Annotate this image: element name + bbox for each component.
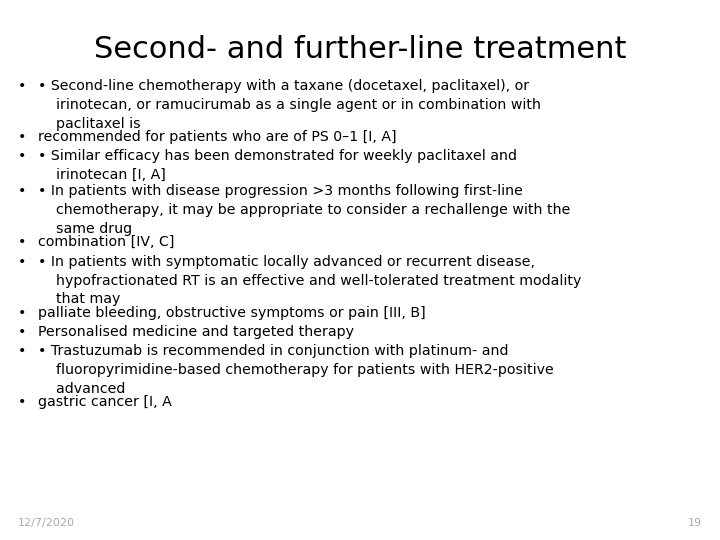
Text: •: • bbox=[18, 79, 27, 93]
Text: recommended for patients who are of PS 0–1 [I, A]: recommended for patients who are of PS 0… bbox=[38, 130, 397, 144]
Text: • In patients with disease progression >3 months following first-line
    chemot: • In patients with disease progression >… bbox=[38, 184, 570, 237]
Text: •: • bbox=[18, 235, 27, 249]
Text: 19: 19 bbox=[688, 518, 702, 528]
Text: •: • bbox=[18, 254, 27, 268]
Text: 12/7/2020: 12/7/2020 bbox=[18, 518, 75, 528]
Text: combination [IV, C]: combination [IV, C] bbox=[38, 235, 174, 249]
Text: • In patients with symptomatic locally advanced or recurrent disease,
    hypofr: • In patients with symptomatic locally a… bbox=[38, 254, 581, 307]
Text: Second- and further-line treatment: Second- and further-line treatment bbox=[94, 35, 626, 64]
Text: palliate bleeding, obstructive symptoms or pain [III, B]: palliate bleeding, obstructive symptoms … bbox=[38, 306, 426, 320]
Text: •: • bbox=[18, 325, 27, 339]
Text: Personalised medicine and targeted therapy: Personalised medicine and targeted thera… bbox=[38, 325, 354, 339]
Text: •: • bbox=[18, 344, 27, 358]
Text: gastric cancer [I, A: gastric cancer [I, A bbox=[38, 395, 172, 409]
Text: •: • bbox=[18, 306, 27, 320]
Text: •: • bbox=[18, 149, 27, 163]
Text: • Similar efficacy has been demonstrated for weekly paclitaxel and
    irinoteca: • Similar efficacy has been demonstrated… bbox=[38, 149, 517, 182]
Text: •: • bbox=[18, 395, 27, 409]
Text: •: • bbox=[18, 130, 27, 144]
Text: •: • bbox=[18, 184, 27, 198]
Text: • Second-line chemotherapy with a taxane (docetaxel, paclitaxel), or
    irinote: • Second-line chemotherapy with a taxane… bbox=[38, 79, 541, 131]
Text: • Trastuzumab is recommended in conjunction with platinum- and
    fluoropyrimid: • Trastuzumab is recommended in conjunct… bbox=[38, 344, 554, 396]
